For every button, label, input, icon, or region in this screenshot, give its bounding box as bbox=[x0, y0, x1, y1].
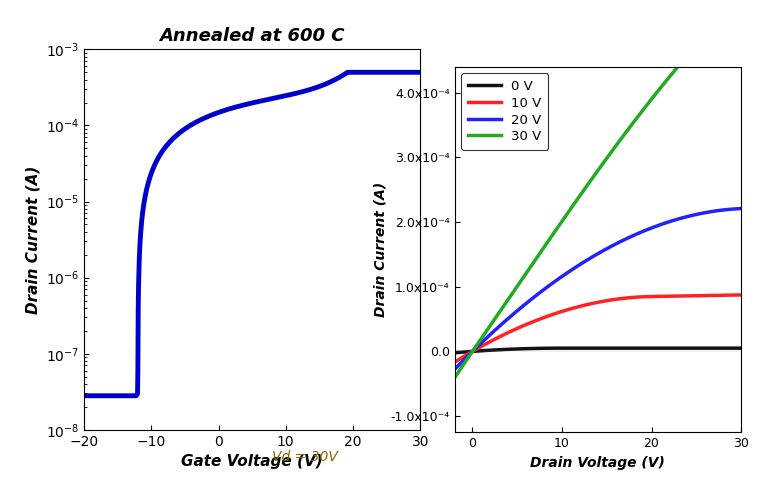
0 V bbox=[587, 345, 596, 351]
20 V bbox=[586, 255, 595, 261]
0 V bbox=[606, 345, 615, 351]
20 V bbox=[736, 206, 746, 211]
30 V bbox=[588, 175, 597, 181]
30 V bbox=[450, 375, 459, 381]
10 V bbox=[620, 295, 630, 301]
Title: Annealed at 600 C: Annealed at 600 C bbox=[160, 27, 345, 45]
Line: 30 V: 30 V bbox=[455, 0, 741, 378]
10 V bbox=[736, 292, 746, 298]
30 V bbox=[736, 0, 746, 2]
0 V bbox=[558, 345, 567, 351]
10 V bbox=[605, 297, 614, 303]
Text: Vd = 30V: Vd = 30V bbox=[272, 451, 338, 464]
X-axis label: Drain Voltage (V): Drain Voltage (V) bbox=[530, 455, 665, 470]
30 V bbox=[605, 151, 614, 157]
10 V bbox=[730, 292, 739, 298]
30 V bbox=[685, 50, 694, 56]
20 V bbox=[730, 206, 739, 212]
10 V bbox=[586, 301, 595, 307]
0 V bbox=[588, 345, 597, 351]
30 V bbox=[586, 177, 595, 183]
20 V bbox=[620, 236, 630, 242]
0 V bbox=[736, 345, 746, 351]
Legend: 0 V, 10 V, 20 V, 30 V: 0 V, 10 V, 20 V, 30 V bbox=[461, 73, 548, 150]
10 V bbox=[685, 293, 694, 299]
0 V bbox=[730, 345, 740, 351]
Line: 20 V: 20 V bbox=[455, 208, 741, 370]
X-axis label: Gate Voltage (V): Gate Voltage (V) bbox=[181, 454, 323, 469]
20 V bbox=[450, 367, 459, 372]
Line: 10 V: 10 V bbox=[455, 295, 741, 362]
30 V bbox=[620, 130, 630, 136]
30 V bbox=[730, 3, 739, 9]
10 V bbox=[450, 359, 459, 365]
Y-axis label: Drain Current (A): Drain Current (A) bbox=[374, 182, 387, 317]
0 V bbox=[685, 345, 694, 351]
20 V bbox=[588, 254, 597, 260]
10 V bbox=[588, 300, 597, 306]
Y-axis label: Drain Current (A): Drain Current (A) bbox=[25, 165, 40, 314]
Line: 0 V: 0 V bbox=[455, 348, 741, 353]
0 V bbox=[621, 345, 630, 351]
0 V bbox=[450, 350, 459, 356]
20 V bbox=[685, 213, 694, 219]
20 V bbox=[605, 244, 614, 250]
